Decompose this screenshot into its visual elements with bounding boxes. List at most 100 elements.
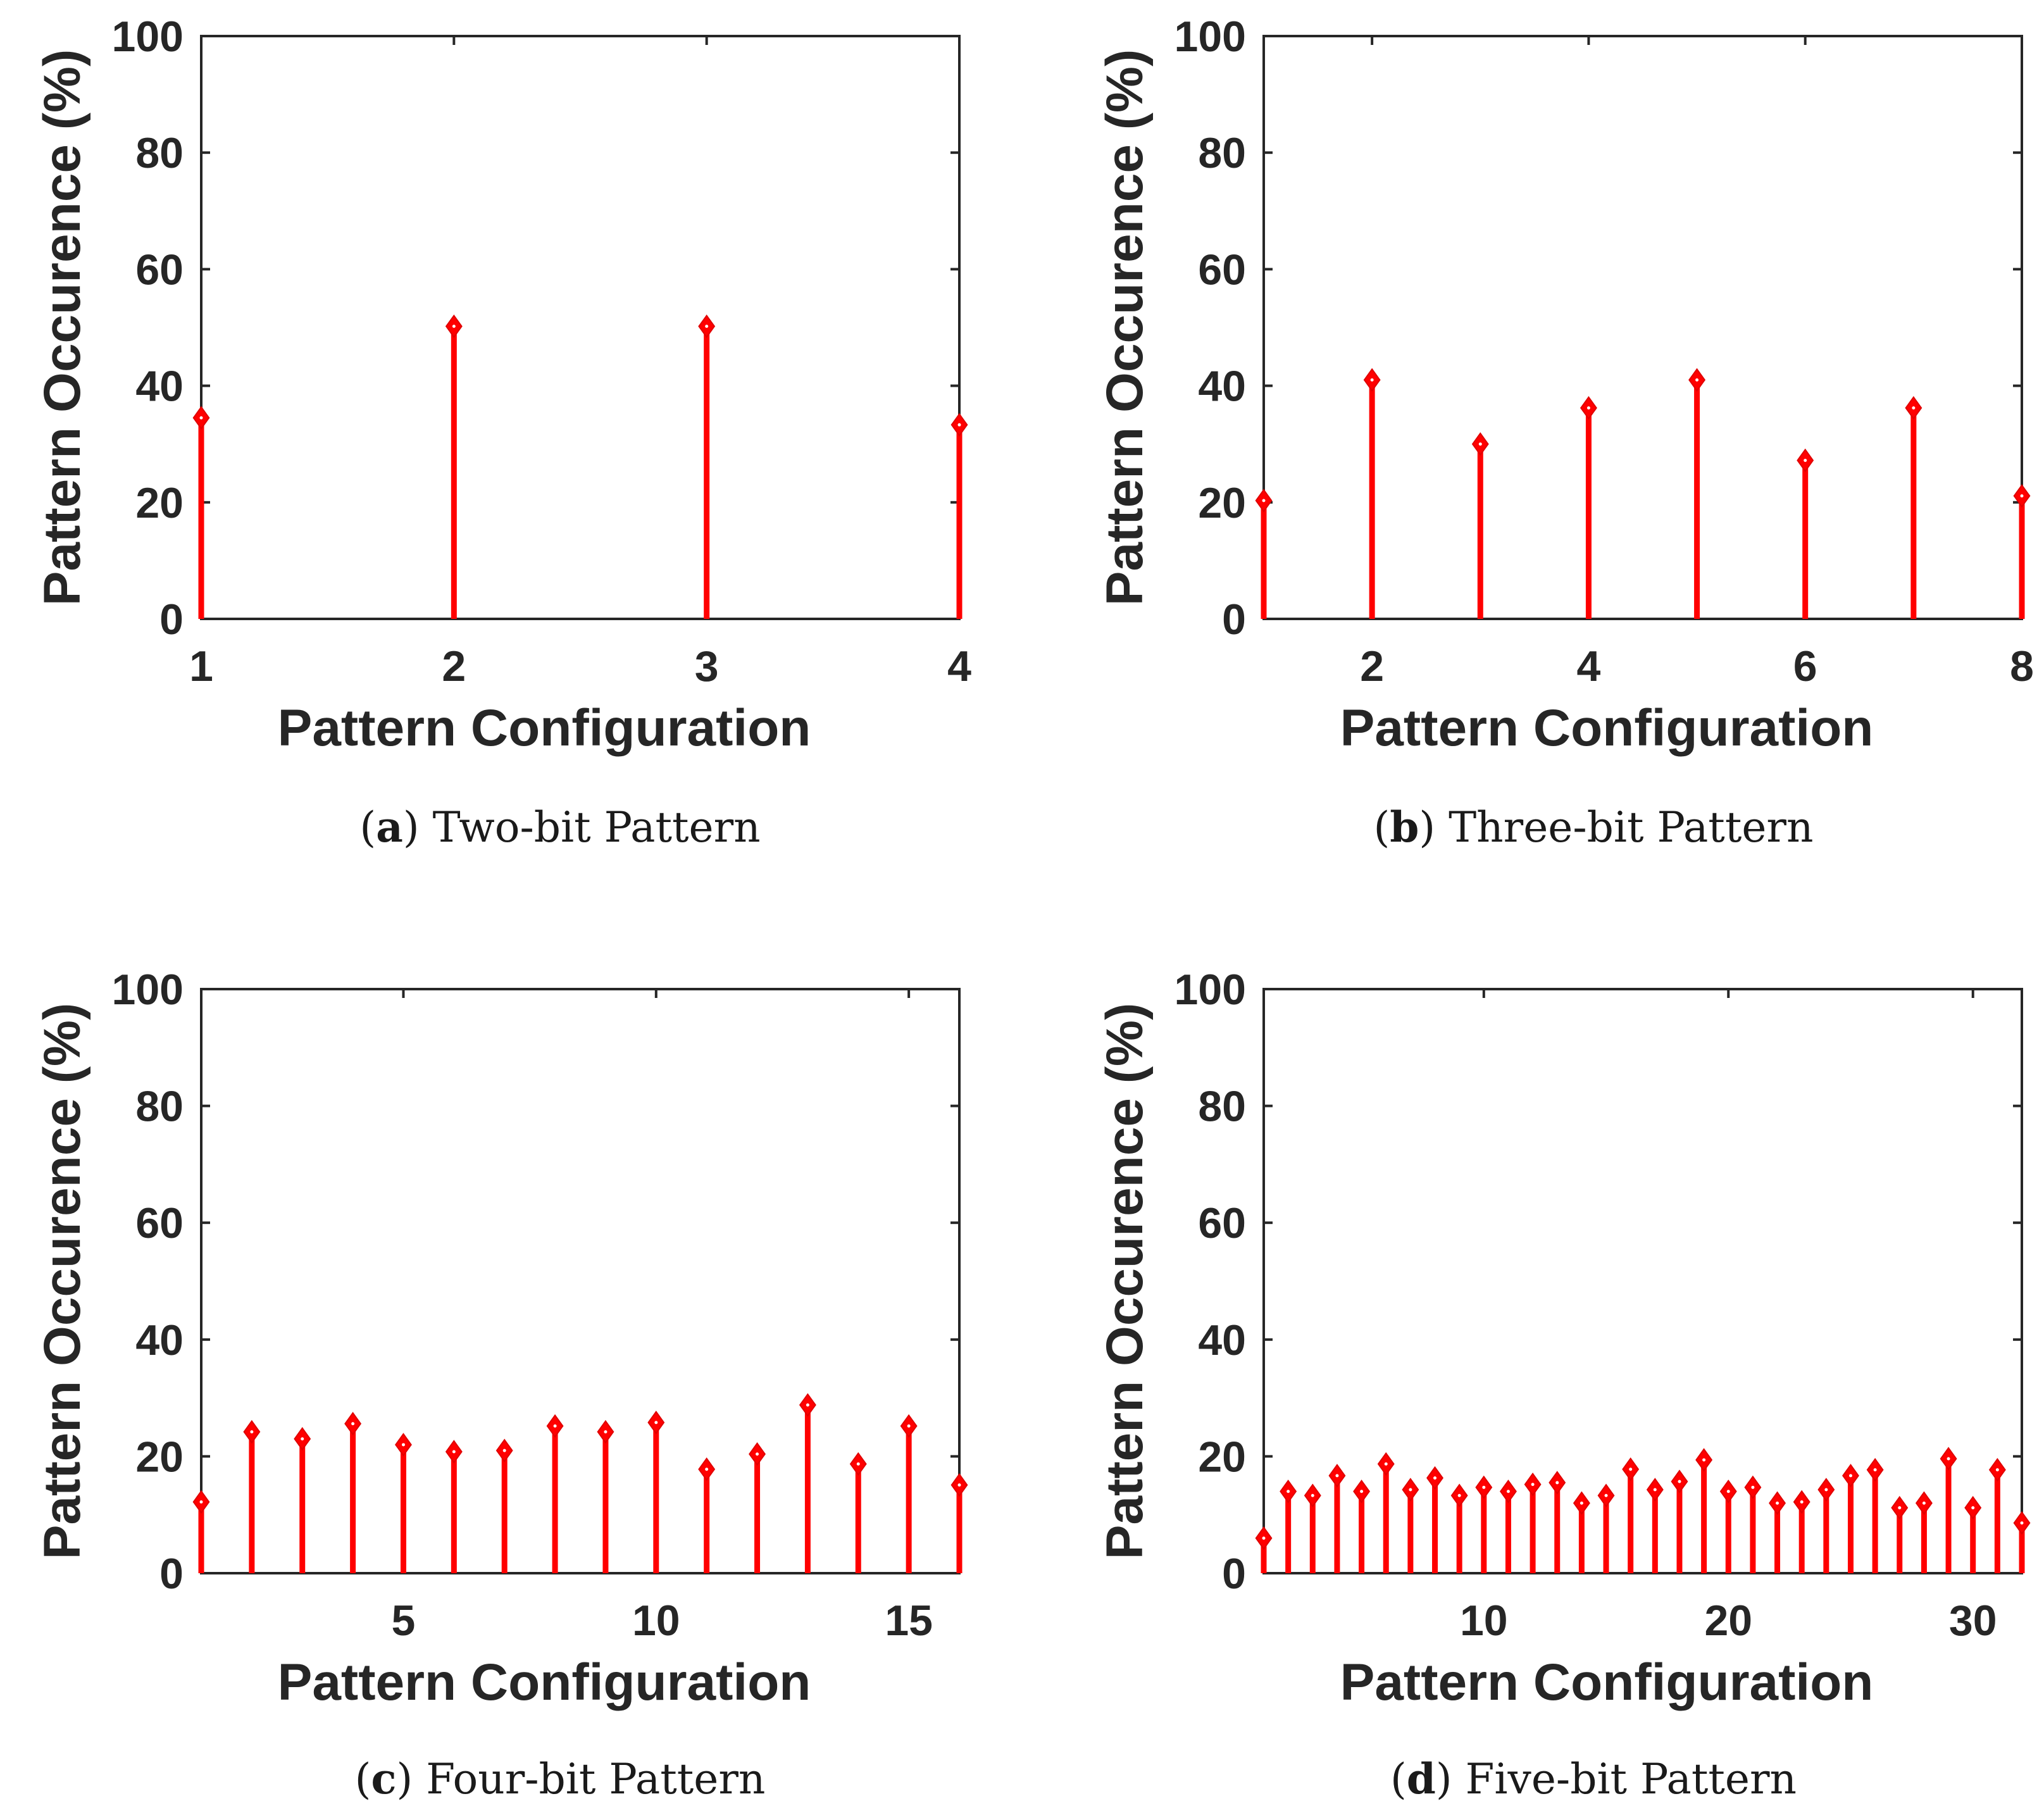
caption-a-text: Two-bit Pattern — [433, 803, 761, 852]
x-tick-label: 4 — [1577, 642, 1601, 690]
y-tick-label: 80 — [135, 1083, 184, 1131]
data-point-center — [1898, 1506, 1902, 1510]
caption-c-text: Four-bit Pattern — [426, 1755, 765, 1804]
data-point-center — [1695, 378, 1699, 382]
y-tick-label: 40 — [1198, 1316, 1246, 1364]
x-tick-label: 3 — [695, 642, 719, 690]
data-point-center — [1335, 1474, 1339, 1478]
panel-a: 0 20 40 60 80 100 1 2 3 4 Pattern Configuration Pat… — [34, 13, 971, 757]
data-point-center — [1457, 1493, 1461, 1497]
y-tick-label: 80 — [135, 129, 184, 177]
caption-d: (d) Five-bit Pattern — [1390, 1754, 1797, 1804]
y-tick-label: 60 — [1198, 246, 1246, 294]
data-point-center — [1947, 1457, 1950, 1461]
data-point-center — [1971, 1506, 1975, 1510]
data-point-center — [1751, 1485, 1755, 1489]
data-point-center — [250, 1430, 254, 1434]
data-point-center — [705, 1468, 709, 1471]
data-point-center — [654, 1421, 658, 1424]
data-point-center — [199, 416, 203, 420]
data-point-center — [1409, 1488, 1412, 1492]
y-tick-label: 0 — [1222, 595, 1246, 644]
caption-a-letter: a — [376, 802, 403, 852]
y-tick-label: 100 — [112, 966, 184, 1014]
data-point-center — [2020, 494, 2024, 498]
data-point-center — [1262, 1536, 1266, 1540]
data-point-center — [1726, 1490, 1730, 1493]
plot-area-a — [200, 35, 961, 620]
data-point-center — [907, 1424, 911, 1428]
y-axis-title-d: Pattern Occurence (%) — [1096, 1003, 1154, 1560]
y-tick-label: 20 — [135, 479, 184, 527]
data-point-center — [1702, 1458, 1706, 1462]
y-tick-label: 0 — [1222, 1550, 1246, 1598]
data-point-center — [1531, 1483, 1535, 1487]
data-point-center — [199, 1500, 203, 1504]
x-tick-label: 6 — [1793, 642, 1817, 690]
data-point-center — [957, 1483, 961, 1487]
data-point-center — [1433, 1476, 1437, 1480]
data-point-center — [806, 1403, 809, 1407]
y-tick-label: 60 — [1198, 1199, 1246, 1247]
y-tick-label: 20 — [1198, 479, 1246, 527]
data-point-center — [2020, 1521, 2024, 1525]
data-point-center — [1678, 1480, 1681, 1483]
data-point-center — [401, 1443, 405, 1447]
y-axis-title-a: Pattern Occurence (%) — [34, 49, 91, 606]
data-point-center — [1586, 406, 1590, 410]
data-point-center — [957, 423, 961, 427]
x-tick-label: 30 — [1949, 1597, 1997, 1645]
caption-c-letter: c — [371, 1754, 396, 1804]
x-axis-title-b: Pattern Configuration — [1340, 699, 1874, 757]
data-point-center — [1604, 1493, 1608, 1497]
data-point-center — [1824, 1488, 1828, 1492]
data-point-center — [1995, 1468, 1999, 1472]
data-point-center — [1506, 1490, 1510, 1493]
x-axis-title-a: Pattern Configuration — [278, 699, 811, 757]
data-point-center — [1848, 1474, 1852, 1478]
caption-d-letter: d — [1407, 1754, 1436, 1804]
data-point-center — [1653, 1488, 1657, 1492]
x-axis-title-c: Pattern Configuration — [278, 1654, 811, 1711]
y-tick-label: 80 — [1198, 1083, 1246, 1131]
data-point-center — [1262, 499, 1266, 502]
x-tick-label: 20 — [1704, 1597, 1752, 1645]
y-tick-label: 100 — [1175, 966, 1246, 1014]
panel-d: 0 20 40 60 80 100 10 20 30 Pattern Configuration P… — [1096, 966, 2031, 1711]
data-point-center — [301, 1437, 304, 1441]
data-point-center — [756, 1452, 759, 1456]
x-tick-label: 8 — [2010, 642, 2034, 690]
caption-a: (a) Two-bit Pattern — [359, 802, 760, 852]
data-point-center — [1804, 458, 1807, 462]
y-tick-label: 40 — [135, 1316, 184, 1364]
data-point-center — [1922, 1501, 1926, 1505]
caption-b: (b) Three-bit Pattern — [1374, 802, 1814, 852]
data-point-center — [1360, 1490, 1364, 1493]
y-tick-label: 100 — [112, 13, 184, 61]
data-point-center — [502, 1449, 506, 1452]
x-axis-title-d: Pattern Configuration — [1340, 1654, 1874, 1711]
y-tick-label: 20 — [135, 1433, 184, 1481]
x-tick-label: 10 — [1460, 1597, 1508, 1645]
panel-c: 0 20 40 60 80 100 5 10 15 Pattern Configuration Pa… — [34, 966, 968, 1711]
data-point-center — [1311, 1493, 1314, 1497]
x-tick-label: 1 — [189, 642, 213, 690]
x-tick-label: 2 — [1360, 642, 1384, 690]
x-tick-label: 2 — [442, 642, 466, 690]
data-point-center — [452, 325, 456, 328]
data-point-center — [856, 1462, 860, 1466]
plot-area-b — [1262, 35, 2023, 620]
x-tick-label: 10 — [632, 1597, 680, 1645]
plot-area-c — [200, 988, 961, 1574]
y-tick-label: 80 — [1198, 129, 1246, 177]
data-point-center — [1384, 1462, 1388, 1466]
x-tick-label: 5 — [392, 1597, 416, 1645]
data-point-center — [452, 1450, 456, 1454]
caption-b-text: Three-bit Pattern — [1449, 803, 1813, 852]
data-point-center — [1912, 406, 1916, 410]
data-point-center — [1629, 1468, 1633, 1471]
data-point-center — [1482, 1485, 1486, 1489]
caption-c: (c) Four-bit Pattern — [355, 1754, 766, 1804]
y-axis-title-b: Pattern Occurence (%) — [1096, 49, 1154, 606]
data-point-center — [1776, 1501, 1779, 1505]
